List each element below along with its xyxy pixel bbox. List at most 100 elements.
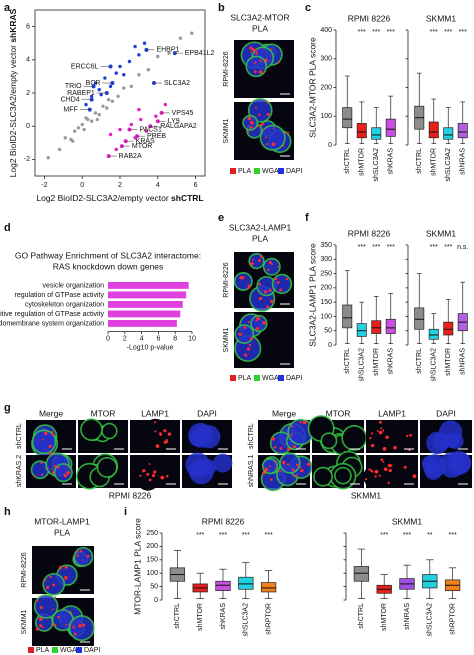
legend-label: DAPI <box>286 375 302 382</box>
gene-label: VPS45 <box>172 110 194 117</box>
x-tick-label: shNRAS <box>460 148 467 175</box>
pla-dot <box>271 437 275 441</box>
y-tick-label: 350 <box>320 242 332 249</box>
significance: *** <box>380 532 388 539</box>
pla-dot <box>34 475 37 478</box>
pla-dot <box>248 284 251 287</box>
pla-dot <box>276 265 279 268</box>
pla-dot <box>255 327 260 331</box>
pla-dot <box>243 353 248 357</box>
x-tick-label: shMTOR <box>197 603 204 631</box>
point <box>167 51 171 55</box>
x-tick-label: -2 <box>41 182 47 189</box>
y-tick-label: 200 <box>320 84 332 91</box>
y-tick-label: 150 <box>320 299 332 306</box>
pla-dot <box>247 286 250 289</box>
pla-dot <box>239 332 242 336</box>
significance: *** <box>219 532 227 539</box>
box <box>260 582 277 593</box>
point <box>97 87 101 92</box>
pla-dot <box>376 429 379 432</box>
y-tick-label: 100 <box>146 570 158 577</box>
pla-dot <box>40 461 43 465</box>
significance: *** <box>372 244 380 251</box>
pla-dot <box>148 478 152 482</box>
gene-label: LY9 <box>168 118 180 125</box>
pla-dot <box>380 458 384 462</box>
column-header: DAPI <box>197 408 217 418</box>
x-tick-label: 0 <box>106 335 110 342</box>
group-title: RPMI 8226 <box>202 516 245 526</box>
pla-dot <box>295 463 299 467</box>
gene-label: PACS1 <box>139 126 162 133</box>
y-axis-label: Log2 BioID2-SLC3A2/empty vector shKRAS <box>8 8 18 177</box>
point <box>127 59 132 64</box>
pla-dot <box>378 420 382 424</box>
point <box>154 114 158 118</box>
pla-dot <box>65 623 68 626</box>
cell <box>245 55 268 78</box>
pla-dot <box>243 326 247 329</box>
row-label: shCTRL <box>16 423 23 449</box>
point <box>93 81 98 85</box>
legend-label: PLA <box>36 647 50 654</box>
significance: *** <box>430 244 438 251</box>
pla-dot <box>142 469 146 473</box>
x-tick-label: shCTRL <box>358 603 365 629</box>
pla-dot <box>165 438 168 442</box>
x-axis-label: Log2 BioID2-SLC3A2/empty vector shCTRL <box>36 193 203 203</box>
cell <box>448 433 464 450</box>
point <box>108 132 113 137</box>
pla-dot <box>247 321 250 324</box>
pla-dot <box>54 596 57 599</box>
cell <box>334 466 352 485</box>
gene-label: EHBP1 <box>156 47 179 54</box>
x-tick-label: shSLC3A2 <box>445 148 452 182</box>
cell <box>250 314 268 333</box>
pla-dot <box>370 443 375 448</box>
x-tick-label: 0 <box>80 182 84 189</box>
pla-dot <box>378 430 383 435</box>
category-label: vesicle organization <box>43 282 105 289</box>
pla-dot <box>76 550 79 553</box>
pla-dot <box>266 101 269 104</box>
bar <box>108 301 183 308</box>
cell <box>341 424 368 451</box>
x-tick-label: shCTRL <box>174 603 181 629</box>
image-title: PLA <box>54 527 70 537</box>
pla-dot <box>382 461 385 464</box>
pla-dot <box>262 321 267 325</box>
pla-dot <box>41 626 44 629</box>
significance: *** <box>444 29 452 36</box>
pla-dot <box>57 466 60 469</box>
significance: *** <box>242 532 250 539</box>
pla-dot <box>64 565 68 569</box>
pla-dot <box>86 554 90 558</box>
legend-swatch <box>230 168 236 174</box>
box <box>457 123 468 139</box>
column-header: LAMP1 <box>378 408 406 418</box>
panel-label: a <box>4 2 11 14</box>
point <box>106 97 111 102</box>
pla-dot <box>259 255 263 258</box>
pla-dot <box>374 469 379 474</box>
legend-label: PLA <box>238 168 252 175</box>
gene-label: BCR <box>86 80 101 87</box>
pla-dot <box>266 143 269 146</box>
pla-dot <box>266 305 270 309</box>
pla-dot <box>270 48 273 51</box>
panel-label: b <box>218 2 225 14</box>
significance: *** <box>387 244 395 251</box>
pla-dot <box>276 281 280 284</box>
x-tick-label: shCTRL <box>344 148 351 174</box>
pla-dot <box>51 430 54 433</box>
box <box>443 321 454 336</box>
pla-dot <box>39 624 43 628</box>
pla-dot <box>277 61 280 64</box>
box <box>385 118 396 137</box>
pla-dot <box>291 468 295 472</box>
point <box>118 64 122 69</box>
pla-dot <box>51 433 55 437</box>
pla-dot <box>256 316 260 321</box>
pla-dot <box>154 420 157 423</box>
